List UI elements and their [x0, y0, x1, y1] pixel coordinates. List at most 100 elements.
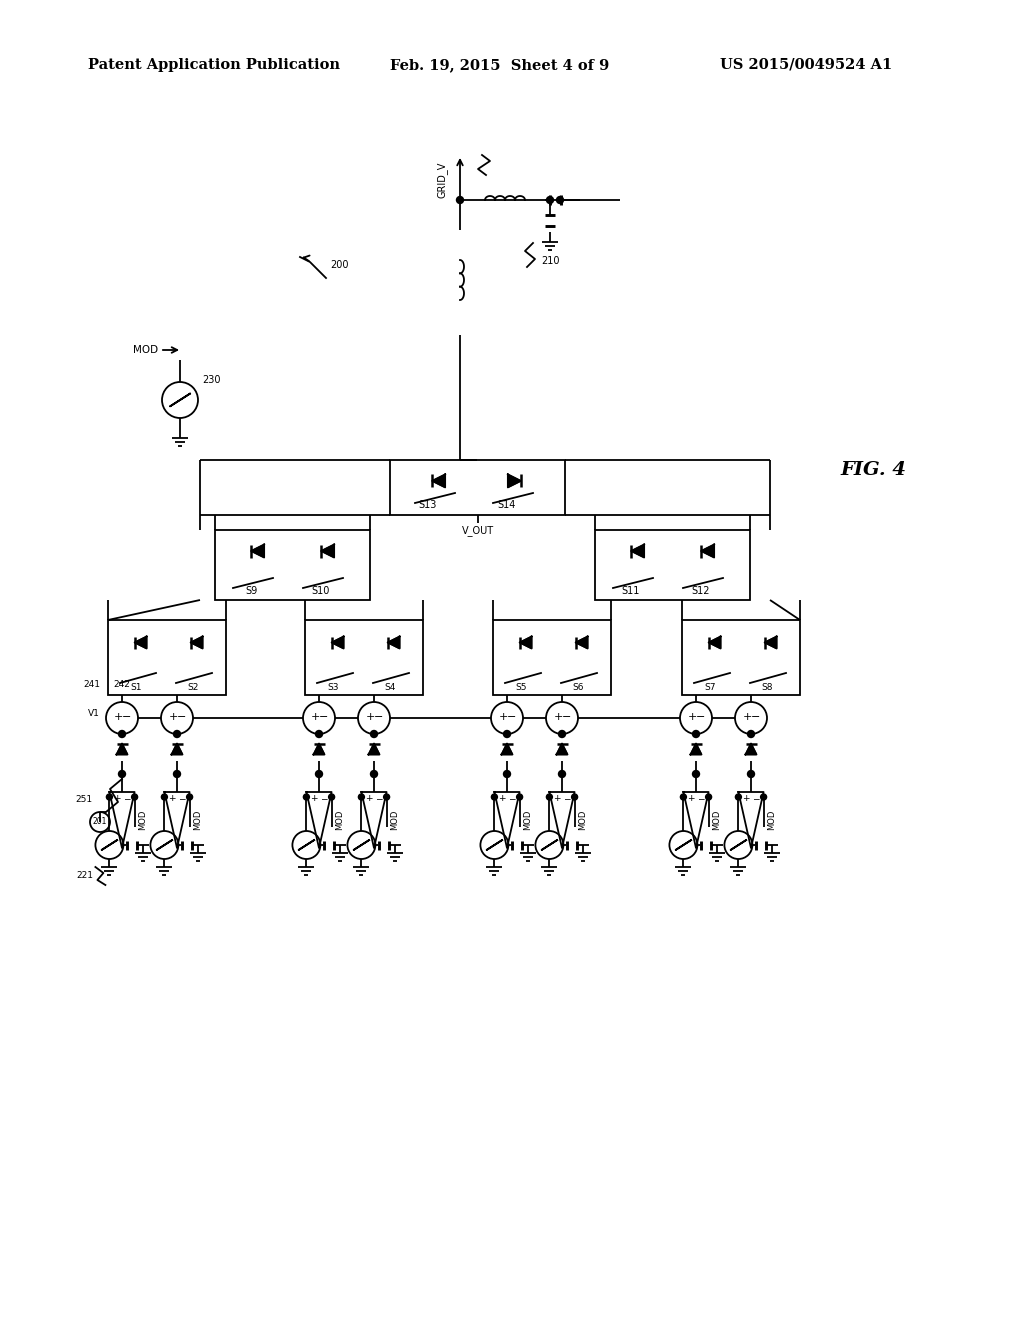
Polygon shape: [432, 474, 445, 487]
Circle shape: [558, 730, 565, 738]
Text: −: −: [178, 793, 185, 803]
Polygon shape: [575, 636, 588, 648]
Circle shape: [457, 197, 464, 203]
Text: −: −: [122, 711, 132, 722]
Text: MOD: MOD: [138, 809, 147, 830]
Circle shape: [480, 832, 508, 859]
Polygon shape: [322, 544, 334, 557]
Polygon shape: [508, 474, 521, 487]
Text: V_OUT: V_OUT: [462, 525, 494, 536]
Bar: [390, 459, 565, 515]
Text: 210: 210: [541, 256, 559, 267]
Circle shape: [161, 702, 193, 734]
Circle shape: [558, 771, 565, 777]
Text: −: −: [123, 793, 130, 803]
Circle shape: [670, 832, 697, 859]
Polygon shape: [690, 743, 701, 755]
Text: +: +: [687, 711, 696, 722]
Text: −: −: [508, 793, 515, 803]
Text: V1: V1: [88, 709, 100, 718]
Circle shape: [547, 795, 552, 800]
Circle shape: [315, 771, 323, 777]
Text: 242: 242: [113, 680, 130, 689]
Bar: [493, 620, 611, 696]
Circle shape: [571, 795, 578, 800]
Polygon shape: [765, 636, 776, 648]
Polygon shape: [745, 743, 757, 755]
Circle shape: [106, 795, 113, 800]
Polygon shape: [190, 636, 203, 648]
Circle shape: [492, 795, 498, 800]
Text: +: +: [366, 711, 375, 722]
Text: +: +: [742, 711, 752, 722]
Circle shape: [151, 832, 178, 859]
Text: S9: S9: [245, 586, 257, 597]
Text: MOD: MOD: [336, 809, 345, 830]
Circle shape: [173, 730, 180, 738]
Circle shape: [347, 832, 376, 859]
Bar: [108, 620, 226, 696]
Polygon shape: [388, 636, 399, 648]
Text: −: −: [375, 711, 384, 722]
Text: −: −: [375, 793, 382, 803]
Text: GRID_V: GRID_V: [437, 162, 449, 198]
Polygon shape: [313, 743, 325, 755]
Circle shape: [504, 730, 511, 738]
Circle shape: [761, 795, 767, 800]
Polygon shape: [369, 743, 380, 755]
Text: 221: 221: [77, 870, 93, 879]
Circle shape: [735, 702, 767, 734]
Text: S3: S3: [328, 682, 339, 692]
Text: +: +: [309, 793, 317, 803]
Circle shape: [692, 771, 699, 777]
Circle shape: [692, 730, 699, 738]
Text: +: +: [499, 711, 508, 722]
Circle shape: [516, 795, 522, 800]
Circle shape: [329, 795, 335, 800]
Text: Feb. 19, 2015  Sheet 4 of 9: Feb. 19, 2015 Sheet 4 of 9: [390, 58, 609, 73]
Circle shape: [748, 771, 755, 777]
Circle shape: [680, 702, 712, 734]
Text: −: −: [752, 793, 759, 803]
Circle shape: [186, 795, 193, 800]
Text: +: +: [365, 793, 372, 803]
Text: −: −: [319, 793, 328, 803]
Circle shape: [293, 832, 321, 859]
Circle shape: [546, 702, 578, 734]
Text: S8: S8: [761, 682, 773, 692]
Circle shape: [162, 381, 198, 418]
Circle shape: [384, 795, 389, 800]
Bar: [215, 531, 370, 601]
Circle shape: [303, 795, 309, 800]
Text: US 2015/0049524 A1: US 2015/0049524 A1: [720, 58, 892, 73]
Text: +: +: [168, 711, 178, 722]
Text: S12: S12: [692, 586, 711, 597]
Circle shape: [303, 702, 335, 734]
Circle shape: [358, 795, 365, 800]
Text: S13: S13: [419, 500, 437, 510]
Circle shape: [371, 730, 378, 738]
Circle shape: [547, 197, 554, 203]
Text: +: +: [553, 711, 562, 722]
Text: −: −: [177, 711, 186, 722]
Text: MOD: MOD: [713, 809, 722, 830]
Text: S5: S5: [515, 682, 526, 692]
Text: MOD: MOD: [768, 809, 776, 830]
Text: 201: 201: [93, 817, 108, 826]
Text: −: −: [563, 793, 570, 803]
Polygon shape: [519, 636, 531, 648]
Text: Patent Application Publication: Patent Application Publication: [88, 58, 340, 73]
Circle shape: [132, 795, 137, 800]
Text: +: +: [498, 793, 505, 803]
Polygon shape: [251, 544, 264, 557]
Circle shape: [119, 771, 126, 777]
Text: +: +: [310, 711, 319, 722]
Circle shape: [173, 771, 180, 777]
Polygon shape: [556, 743, 567, 755]
Text: 241: 241: [83, 680, 100, 689]
Text: 251: 251: [75, 795, 92, 804]
Bar: [682, 620, 800, 696]
Text: −: −: [507, 711, 517, 722]
Bar: [305, 620, 423, 696]
Text: MOD: MOD: [194, 809, 203, 830]
